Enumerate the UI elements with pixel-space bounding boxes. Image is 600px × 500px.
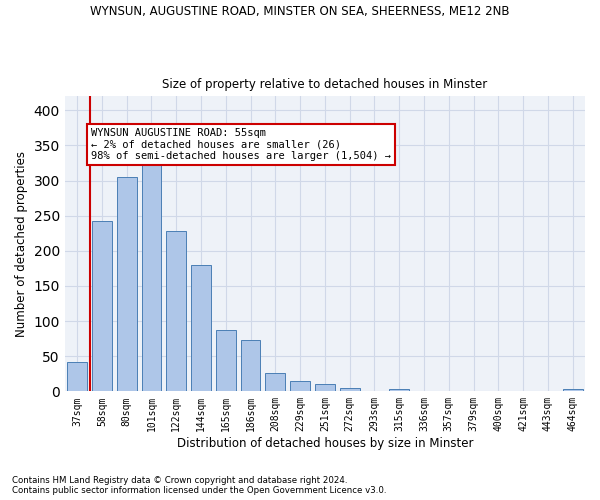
Bar	[142, 163, 161, 392]
X-axis label: Distribution of detached houses by size in Minster: Distribution of detached houses by size …	[176, 437, 473, 450]
Bar	[216, 330, 236, 392]
Title: Size of property relative to detached houses in Minster: Size of property relative to detached ho…	[162, 78, 488, 91]
Bar	[265, 373, 285, 392]
Text: WYNSUN, AUGUSTINE ROAD, MINSTER ON SEA, SHEERNESS, ME12 2NB: WYNSUN, AUGUSTINE ROAD, MINSTER ON SEA, …	[90, 5, 510, 18]
Bar	[315, 384, 335, 392]
Bar	[166, 231, 186, 392]
Bar	[117, 177, 137, 392]
Text: WYNSUN AUGUSTINE ROAD: 55sqm
← 2% of detached houses are smaller (26)
98% of sem: WYNSUN AUGUSTINE ROAD: 55sqm ← 2% of det…	[91, 128, 391, 161]
Bar	[67, 362, 87, 392]
Y-axis label: Number of detached properties: Number of detached properties	[15, 151, 28, 337]
Bar	[290, 381, 310, 392]
Bar	[340, 388, 359, 392]
Bar	[389, 388, 409, 392]
Text: Contains HM Land Registry data © Crown copyright and database right 2024.
Contai: Contains HM Land Registry data © Crown c…	[12, 476, 386, 495]
Bar	[92, 222, 112, 392]
Bar	[563, 388, 583, 392]
Bar	[191, 265, 211, 392]
Bar	[241, 340, 260, 392]
